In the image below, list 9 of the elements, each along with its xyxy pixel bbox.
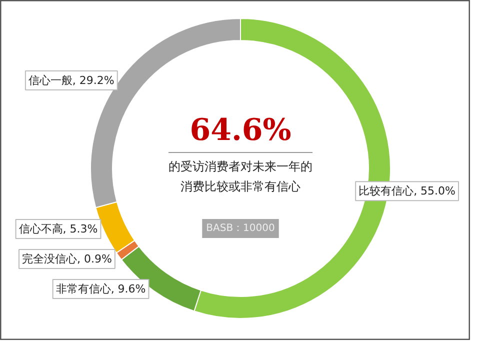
slice-label: 比较有信心, 55.0% (358, 184, 456, 198)
slice-label: 信心不高, 5.3% (18, 222, 98, 236)
text: BASB：10000 (206, 223, 275, 234)
slice-label: 非常有信心, 9.6% (56, 282, 146, 296)
text: 的受访消费者对未来一年的 (168, 160, 312, 174)
slice-label: 完全没信心, 0.9% (22, 252, 112, 266)
slice-label: 信心一般, 29.2% (28, 74, 114, 87)
text: 64.6% (190, 113, 292, 148)
text: 消费比较或非常有信心 (180, 180, 300, 194)
